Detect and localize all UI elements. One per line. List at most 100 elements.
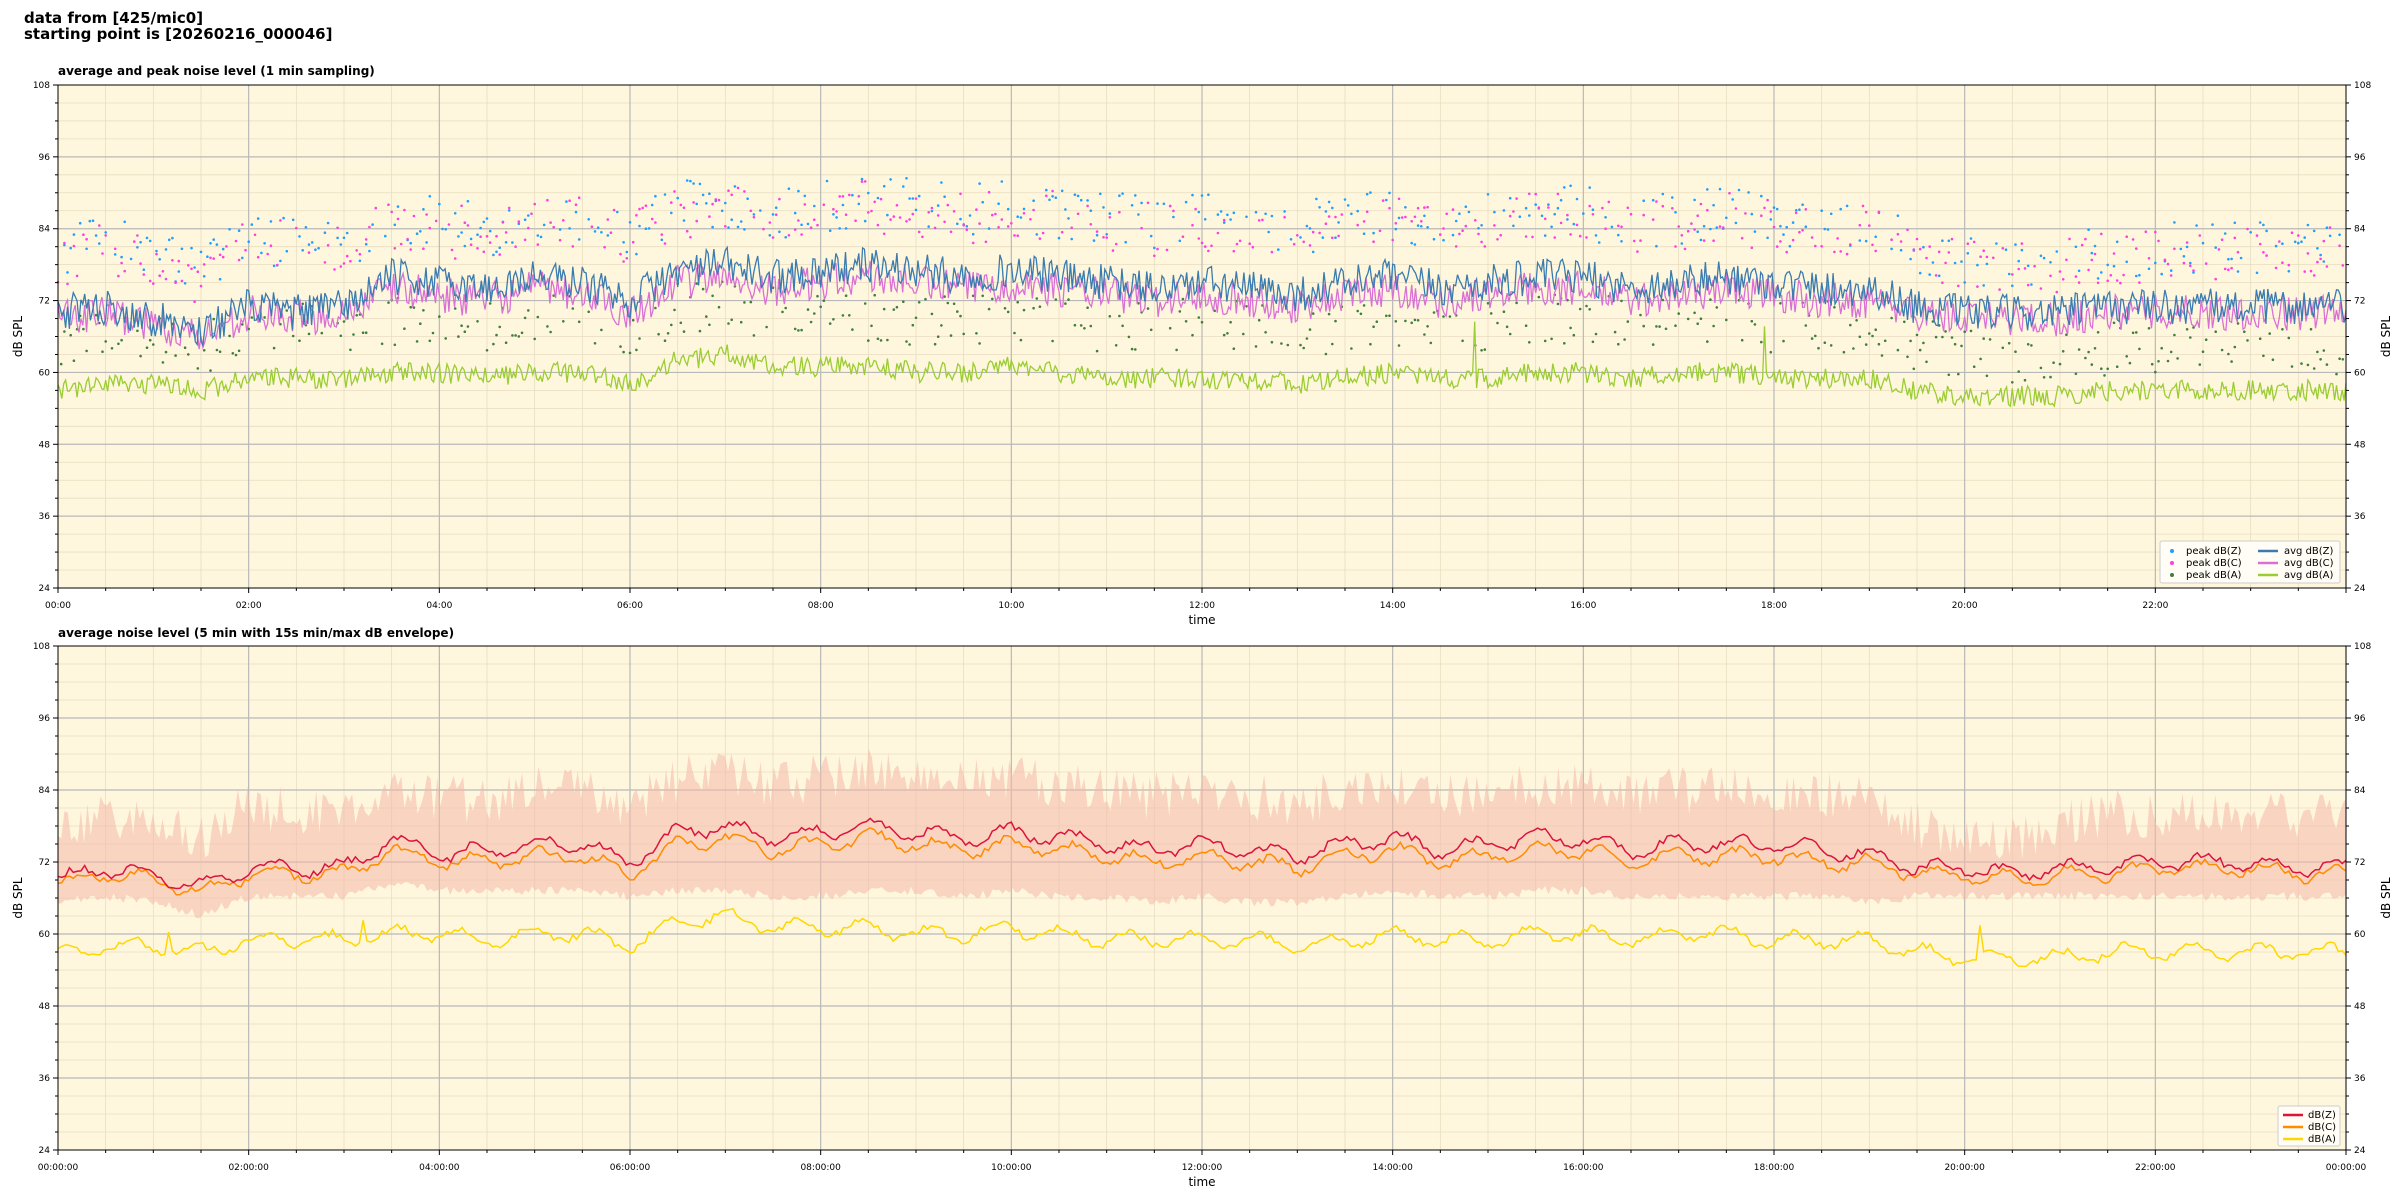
chart1-peak-point — [631, 240, 635, 244]
chart1-peak-point — [1706, 188, 1709, 191]
chart1-peak-point — [708, 215, 711, 218]
chart1-peak-point — [1874, 328, 1877, 332]
chart1-peak-point — [314, 248, 317, 251]
chart1-peak-point — [1760, 194, 1763, 198]
chart1-peak-point — [1941, 335, 1944, 339]
chart1-peak-point — [196, 367, 200, 370]
chart1-peak-point — [2309, 269, 2313, 273]
chart1-peak-point — [1734, 207, 1738, 210]
chart1-peak-point — [1953, 342, 1957, 346]
chart1-peak-point — [113, 247, 117, 251]
chart1-peak-point — [1896, 348, 1900, 352]
chart1-peak-point — [123, 269, 126, 273]
chart1-peak-point — [1448, 315, 1452, 318]
chart1-peak-point — [1537, 295, 1541, 299]
chart1-peak-point — [2001, 247, 2005, 250]
chart1-peak-point — [209, 242, 212, 245]
chart2-x-tick-label: 02:00:00 — [228, 1163, 269, 1173]
chart1-peak-point — [1508, 214, 1512, 218]
chart1-peak-point — [959, 314, 962, 318]
chart1-peak-point — [628, 221, 632, 224]
chart1-peak-point — [1299, 236, 1302, 239]
chart1-peak-point — [228, 228, 231, 231]
chart1-peak-point — [342, 320, 346, 323]
chart1-peak-point — [1464, 224, 1468, 228]
chart1-peak-point — [1079, 324, 1083, 327]
chart1-peak-point — [536, 234, 540, 237]
chart1-peak-point — [727, 226, 730, 229]
chart1-peak-point — [898, 216, 902, 219]
chart1-peak-point — [1118, 314, 1121, 318]
chart1-peak-point — [304, 226, 308, 229]
chart1-x-tick-label: 06:00 — [617, 601, 643, 611]
chart1-peak-point — [2042, 376, 2046, 379]
chart1-x-tick-label: 08:00 — [808, 601, 834, 611]
chart1-peak-point — [1550, 337, 1553, 341]
chart1-peak-point — [438, 315, 441, 318]
chart1-peak-point — [1324, 222, 1328, 225]
chart1-peak-point — [98, 224, 101, 227]
chart1-series-avg-db-c- — [57, 260, 2347, 350]
chart1-peak-point — [562, 320, 565, 323]
chart1-peak-point — [1165, 248, 1169, 252]
chart1-peak-point — [705, 315, 708, 318]
chart1-peak-point — [2087, 350, 2090, 354]
chart1-peak-point — [2106, 279, 2109, 283]
chart1-peak-point — [1569, 326, 1572, 330]
chart1-peak-point — [212, 317, 215, 321]
chart1-peak-point — [364, 238, 368, 241]
chart1-peak-point — [457, 335, 460, 338]
chart1-peak-point — [1289, 238, 1293, 241]
chart1-peak-point — [1423, 333, 1426, 336]
chart1-peak-point — [2014, 350, 2017, 354]
chart1-peak-point — [2227, 268, 2230, 272]
chart1-legend-label: peak dB(A) — [2186, 570, 2242, 581]
chart1-peak-point — [444, 228, 448, 231]
chart1-peak-point — [971, 232, 975, 236]
chart1-legend — [2159, 540, 2341, 584]
chart1-peak-point — [1458, 212, 1461, 215]
chart1-peak-point — [218, 253, 222, 257]
page-header: data from [425/mic0] starting point is [… — [24, 10, 332, 42]
chart1-peak-point — [1613, 330, 1617, 334]
chart1-peak-point — [1375, 320, 1379, 324]
chart1-peak-point — [2176, 357, 2179, 360]
chart1-peak-point — [1791, 221, 1795, 224]
chart1-peak-point — [752, 213, 756, 216]
chart1-peak-point — [1928, 245, 1931, 248]
chart1-peak-point — [622, 350, 625, 354]
chart1-peak-point — [2026, 264, 2030, 268]
chart1-peak-point — [2198, 234, 2202, 237]
chart1-peak-point — [2312, 274, 2316, 277]
chart1-peak-point — [2236, 270, 2240, 273]
chart1-peak-point — [94, 234, 98, 237]
chart1-peak-point — [1515, 301, 1518, 305]
chart1-peak-point — [1696, 230, 1699, 233]
chart1-peak-point — [2119, 281, 2122, 285]
chart1-peak-point — [1200, 320, 1204, 324]
chart1-peak-point — [1839, 250, 1842, 253]
chart2-y-axis-label-right: dB SPL — [2379, 877, 2393, 919]
chart1-peak-point — [1858, 223, 1862, 227]
chart1-peak-point — [1849, 323, 1852, 327]
chart1-y-tick-label-right: 24 — [2354, 584, 2366, 594]
chart1-peak-point — [1597, 241, 1601, 244]
chart1-peak-point — [212, 238, 215, 241]
chart1-peak-point — [2055, 250, 2059, 253]
chart1-peak-point — [1454, 219, 1458, 223]
chart1-peak-point — [1864, 239, 1868, 243]
chart1-peak-point — [2109, 274, 2113, 277]
chart1-peak-point — [882, 307, 886, 311]
chart1-peak-point — [1899, 240, 1903, 243]
chart1-peak-point — [1578, 307, 1582, 311]
chart1-peak-point — [1534, 203, 1537, 206]
chart1-peak-point — [1270, 250, 1274, 254]
chart1-peak-point — [1725, 318, 1728, 322]
chart1-peak-point — [1207, 249, 1210, 253]
chart1-peak-point — [110, 347, 114, 350]
chart1-peak-point — [1343, 198, 1347, 201]
chart1-peak-point — [695, 202, 698, 206]
chart1-peak-point — [1696, 322, 1699, 326]
chart1-peak-point — [546, 325, 549, 328]
chart1-peak-point — [164, 277, 168, 281]
